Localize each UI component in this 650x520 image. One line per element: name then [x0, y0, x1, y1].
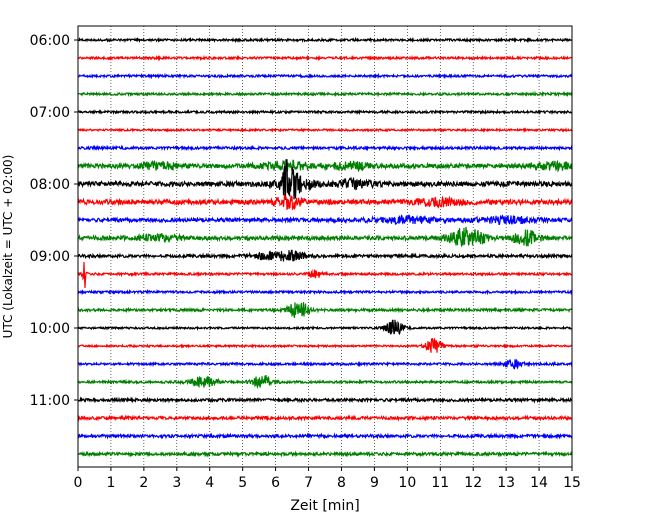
trace-line [77, 159, 573, 173]
trace-line [77, 108, 573, 116]
trace-line [77, 432, 573, 440]
y-tick-label: 09:00 [30, 249, 70, 265]
trace-line [77, 193, 573, 210]
x-axis-label: Zeit [min] [290, 498, 359, 514]
x-tick-label: 6 [271, 475, 280, 491]
x-tick-label: 10 [398, 475, 416, 491]
x-tick-label: 14 [530, 475, 548, 491]
x-tick-label: 2 [139, 475, 148, 491]
x-axis: 0 1 2 3 4 5 6 7 8 9 10 11 12 13 14 15 [74, 467, 581, 491]
trace-line [77, 414, 573, 422]
trace-line [77, 54, 573, 62]
trace-line [77, 337, 573, 353]
y-tick-label: 11:00 [30, 393, 70, 409]
trace-line [77, 159, 573, 201]
x-tick-label: 4 [205, 475, 214, 491]
x-tick-label: 7 [304, 475, 313, 491]
y-tick-label: 10:00 [30, 321, 70, 337]
trace-line [77, 374, 573, 389]
trace-line [77, 288, 573, 296]
x-tick-label: 1 [106, 475, 115, 491]
x-tick-label: 8 [337, 475, 346, 491]
y-tick-label: 07:00 [30, 105, 70, 121]
trace-line [77, 36, 573, 44]
x-tick-label: 15 [563, 475, 581, 491]
plot-frame [77, 25, 573, 468]
plot-area [78, 26, 572, 467]
traces [77, 36, 573, 458]
trace-line [77, 249, 573, 262]
trace-line [77, 261, 573, 289]
y-tick-label: 06:00 [30, 33, 70, 49]
trace-line [77, 302, 573, 319]
x-tick-label: 3 [172, 475, 181, 491]
trace-line [77, 319, 572, 336]
x-tick-label: 5 [238, 475, 247, 491]
y-tick-label: 08:00 [30, 177, 70, 193]
x-tick-label: 0 [74, 475, 83, 491]
x-tick-label: 11 [431, 475, 449, 491]
trace-line [77, 358, 573, 370]
trace-line [77, 144, 573, 152]
trace-line [77, 90, 573, 98]
trace-line [77, 214, 573, 226]
x-tick-label: 13 [497, 475, 515, 491]
y-axis: 06:00 07:00 08:00 09:00 10:00 11:00 [30, 33, 78, 409]
trace-line [77, 226, 573, 248]
x-tick-label: 9 [370, 475, 379, 491]
x-tick-label: 12 [464, 475, 482, 491]
trace-line [77, 450, 573, 458]
y-axis-label: UTC (Lokalzeit = UTC + 02:00) [1, 155, 15, 339]
trace-line [77, 72, 573, 80]
trace-line [77, 396, 573, 404]
trace-line [77, 127, 573, 134]
